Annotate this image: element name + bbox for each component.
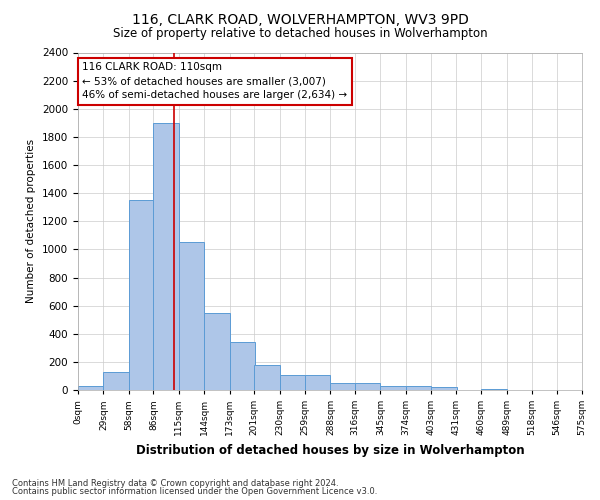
Bar bbox=[103, 372, 129, 390]
X-axis label: Distribution of detached houses by size in Wolverhampton: Distribution of detached houses by size … bbox=[136, 444, 524, 456]
Text: Contains public sector information licensed under the Open Government Licence v3: Contains public sector information licen… bbox=[12, 487, 377, 496]
Bar bbox=[481, 388, 506, 390]
Text: Contains HM Land Registry data © Crown copyright and database right 2024.: Contains HM Land Registry data © Crown c… bbox=[12, 478, 338, 488]
Bar bbox=[355, 383, 380, 390]
Bar bbox=[280, 375, 305, 390]
Bar bbox=[380, 386, 406, 390]
Y-axis label: Number of detached properties: Number of detached properties bbox=[26, 139, 37, 304]
Bar bbox=[204, 312, 230, 390]
Bar bbox=[406, 386, 431, 390]
Bar bbox=[154, 123, 179, 390]
Text: 116 CLARK ROAD: 110sqm
← 53% of detached houses are smaller (3,007)
46% of semi-: 116 CLARK ROAD: 110sqm ← 53% of detached… bbox=[82, 62, 347, 100]
Bar bbox=[129, 200, 154, 390]
Text: Size of property relative to detached houses in Wolverhampton: Size of property relative to detached ho… bbox=[113, 28, 487, 40]
Bar bbox=[331, 383, 356, 390]
Bar bbox=[230, 342, 255, 390]
Bar bbox=[179, 242, 204, 390]
Bar bbox=[431, 387, 457, 390]
Bar bbox=[78, 386, 103, 390]
Text: 116, CLARK ROAD, WOLVERHAMPTON, WV3 9PD: 116, CLARK ROAD, WOLVERHAMPTON, WV3 9PD bbox=[131, 12, 469, 26]
Bar bbox=[305, 375, 331, 390]
Bar bbox=[254, 366, 280, 390]
